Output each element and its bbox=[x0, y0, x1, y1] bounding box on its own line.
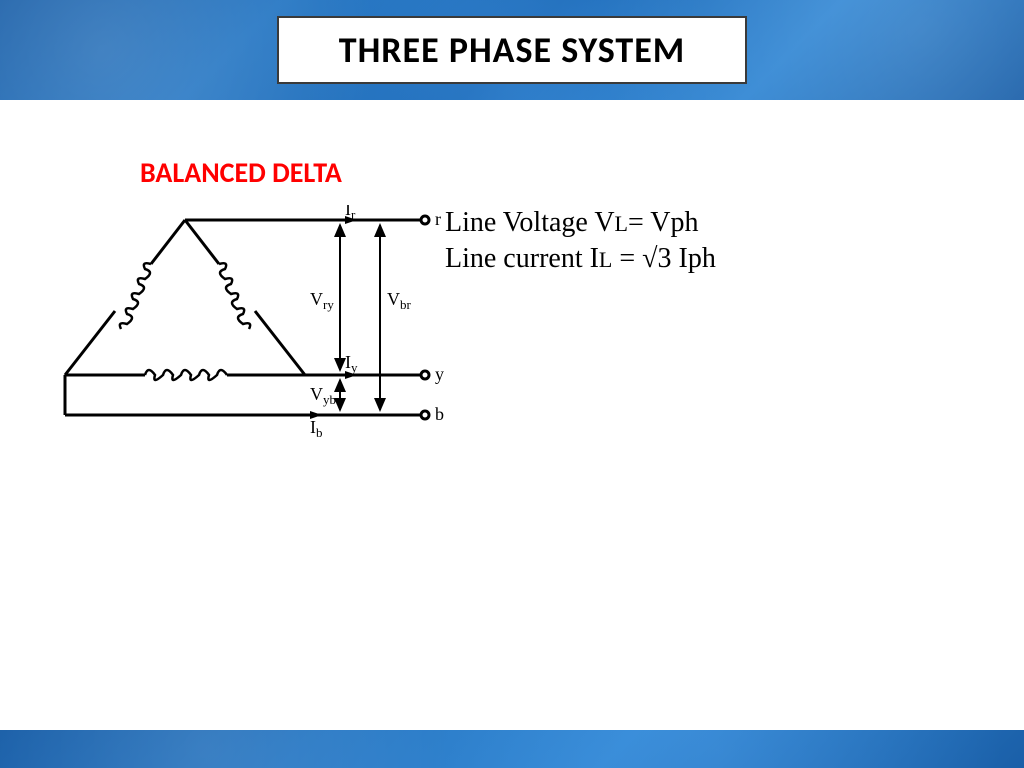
title-box: THREE PHASE SYSTEM bbox=[277, 16, 747, 84]
page-title: THREE PHASE SYSTEM bbox=[339, 28, 685, 72]
current-b-label: Ib bbox=[310, 417, 323, 440]
voltage-yb-label: Vyb bbox=[310, 384, 336, 407]
terminal-b-label: b bbox=[435, 404, 444, 424]
content-area: BALANCED DELTA bbox=[0, 100, 1024, 730]
header-banner: THREE PHASE SYSTEM bbox=[0, 0, 1024, 100]
delta-circuit-diagram: Ir Iy Ib Vry Vbr Vyb r y b bbox=[45, 205, 435, 445]
equation-current: Line current IL = √3 Iph bbox=[445, 241, 716, 277]
terminal-r-label: r bbox=[435, 209, 441, 229]
current-y-label: Iy bbox=[345, 352, 358, 375]
equation-voltage: Line Voltage VL= Vph bbox=[445, 205, 716, 241]
terminal-y-label: y bbox=[435, 364, 444, 384]
subtitle: BALANCED DELTA bbox=[140, 155, 342, 190]
voltage-ry-label: Vry bbox=[310, 289, 334, 312]
circuit-svg: Ir Iy Ib Vry Vbr Vyb r y b bbox=[45, 205, 455, 445]
footer-banner bbox=[0, 730, 1024, 768]
equations-block: Line Voltage VL= Vph Line current IL = √… bbox=[445, 205, 716, 278]
voltage-br-label: Vbr bbox=[387, 289, 412, 312]
